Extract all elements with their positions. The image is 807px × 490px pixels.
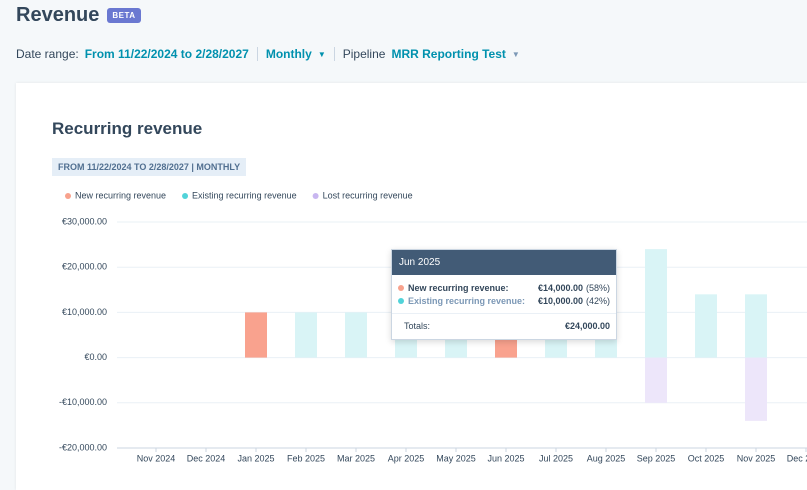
caret: ▼ [317, 49, 326, 59]
bar [645, 357, 667, 403]
row-value: €14,000.00 [537, 283, 583, 293]
x-tick-label: Sep 2025 [637, 453, 676, 463]
bar [245, 312, 267, 358]
pipeline[interactable]: MRR Reporting Test [391, 47, 506, 61]
chart-title: Recurring revenue [52, 119, 203, 138]
page-title: Revenue [16, 4, 100, 26]
x-tick-label: May 2025 [436, 453, 476, 463]
row-percent: (42%) [585, 296, 610, 306]
tooltip: Jun 2025 New recurring revenue: €14,000.0… [391, 249, 617, 340]
row-name: New recurring revenue: [408, 283, 509, 293]
y-tick-label: €30,000.00 [62, 216, 107, 226]
x-tick-label: Mar 2025 [337, 453, 375, 463]
total-name: Totals: [404, 321, 431, 331]
chart-card: New recurring revenue Existing recurring … [16, 83, 807, 490]
legend-label: Lost recurring revenue [323, 190, 413, 200]
bar [345, 312, 367, 358]
tooltip-row: Existing recurring revenue: €10,000.00 (42… [392, 293, 616, 306]
legend-dot [65, 193, 71, 199]
tooltip-title: Jun 2025 [392, 250, 616, 275]
x-tick-label: Dec 2024 [187, 453, 226, 463]
dot [398, 298, 404, 304]
legend-label: Existing recurring revenue [192, 190, 297, 200]
x-tick-label: Jan 2025 [237, 453, 274, 463]
x-tick-label: Feb 2025 [287, 453, 325, 463]
x-tick-label: Jun 2025 [487, 453, 524, 463]
bar [295, 312, 317, 358]
y-tick-label: -€10,000.00 [59, 397, 107, 407]
y-tick-label: -€20,000.00 [59, 442, 107, 452]
legend-label: New recurring revenue [75, 190, 166, 200]
caret: ▼ [511, 49, 520, 59]
x-tick-label: Oct 2025 [688, 453, 725, 463]
bar [695, 294, 717, 358]
frequency[interactable]: Monthly [265, 47, 312, 61]
date-label: Date range: [16, 47, 79, 61]
row-percent: (58%) [585, 283, 610, 293]
bar [745, 294, 767, 358]
row-name: Existing recurring revenue: [408, 296, 526, 306]
separator [256, 47, 258, 61]
beta-badge: BETA [107, 8, 141, 23]
y-tick-label: €20,000.00 [62, 262, 107, 272]
x-tick-label: Nov 2024 [137, 453, 176, 463]
dot [398, 285, 404, 291]
x-tick-label: Dec 2025 [787, 453, 807, 463]
bar [745, 357, 767, 421]
filters: Date range: From 11/22/2024 to 2/28/2027… [16, 47, 520, 61]
pipeline-label: Pipeline [342, 47, 386, 61]
chart-subtitle: FROM 11/22/2024 TO 2/28/2027 | MONTHLY [52, 158, 247, 176]
legend-dot [312, 193, 319, 199]
x-tick-label: Aug 2025 [587, 453, 626, 463]
total-value: €24,000.00 [564, 321, 610, 331]
x-tick-label: Nov 2025 [737, 453, 776, 463]
legend-dot [182, 193, 189, 199]
header: Revenue BETA [16, 4, 141, 27]
date-range[interactable]: From 11/22/2024 to 2/28/2027 [84, 47, 249, 61]
row-value: €10,000.00 [537, 296, 583, 306]
x-tick-label: Jul 2025 [539, 453, 573, 463]
tooltip-row: New recurring revenue: €14,000.00 (58%) [392, 275, 616, 293]
tooltip-total: Totals: €24,000.00 [392, 313, 616, 339]
separator [333, 47, 335, 61]
y-tick-label: €0.00 [84, 352, 107, 362]
bar [645, 249, 667, 358]
y-tick-label: €10,000.00 [62, 307, 107, 317]
x-tick-label: Apr 2025 [388, 453, 425, 463]
